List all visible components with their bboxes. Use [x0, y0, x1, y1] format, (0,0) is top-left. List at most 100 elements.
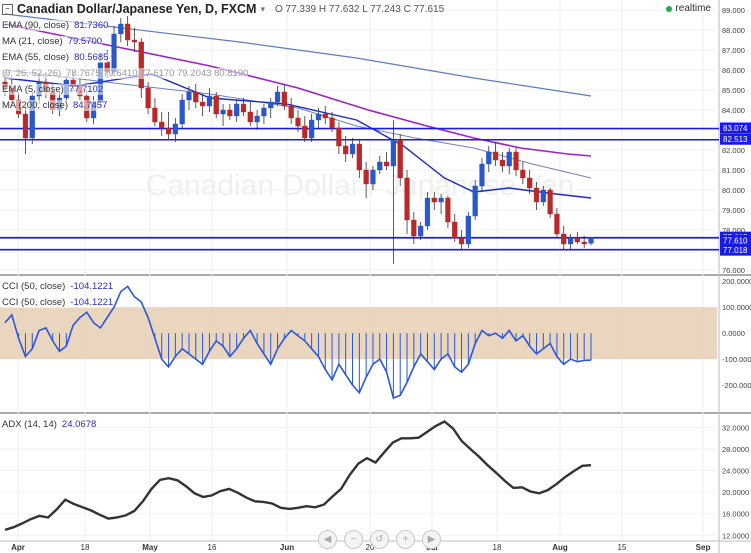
- cci-line: [4, 285, 592, 400]
- chevron-right-icon[interactable]: ▶: [422, 530, 441, 549]
- legend-cci2[interactable]: CCI (50, close) -104.1221: [2, 297, 114, 308]
- candle-body: [268, 101, 274, 109]
- candle-body: [377, 161, 383, 171]
- legend-cci-value: -104.1221: [70, 281, 114, 292]
- candle-body: [424, 197, 431, 227]
- candle-body: [309, 119, 315, 139]
- candle-body: [29, 95, 35, 139]
- candle-body: [520, 169, 526, 179]
- chart-header: − Canadian Dollar/Japanese Yen, D, FXCM …: [2, 1, 444, 17]
- candle-body: [499, 159, 506, 167]
- legend-ema90[interactable]: EMA (90, close) 81.7360: [2, 20, 109, 31]
- price-level-value: 77.018: [723, 246, 748, 255]
- time-tick-label: 18: [493, 543, 502, 552]
- candle-body: [554, 213, 560, 235]
- candle-body: [349, 143, 356, 155]
- candle-body: [533, 187, 540, 203]
- cci-tick-label: 0.0000: [722, 329, 745, 338]
- legend-adx[interactable]: ADX (14, 14) 24.0678: [2, 419, 97, 430]
- candle-body: [22, 113, 29, 139]
- adx-tick-label: 24.0000: [722, 467, 749, 476]
- candle-body: [315, 113, 322, 121]
- time-tick-label: May: [142, 543, 158, 552]
- candle-body: [363, 169, 369, 185]
- candle-body: [547, 189, 553, 215]
- candle-body: [356, 143, 362, 171]
- candle-body: [390, 139, 396, 167]
- time-tick-label: 15: [618, 543, 627, 552]
- candle-body: [506, 151, 512, 167]
- candle-body: [159, 121, 165, 129]
- candle-body: [179, 99, 185, 125]
- adx-tick-label: 28.0000: [722, 445, 749, 454]
- legend-cci2-value: -104.1221: [70, 297, 114, 308]
- candle-body: [240, 103, 247, 113]
- ema55-line: [4, 69, 592, 179]
- chevron-left-icon[interactable]: ◀: [318, 530, 337, 549]
- candle-body: [322, 113, 328, 119]
- candle-body: [227, 109, 233, 117]
- legend-adx-label: ADX (14, 14): [2, 419, 57, 430]
- chevron-down-icon[interactable]: ▾: [260, 3, 265, 14]
- price-level-tag: [720, 234, 751, 246]
- cci-tick-label: 200.0000: [722, 277, 751, 286]
- legend-ema90-label: EMA (90, close): [2, 20, 70, 31]
- candle-body: [295, 117, 301, 127]
- price-tick-label: 88.000: [722, 26, 745, 35]
- legend-ema-short[interactable]: EMA (5, close) 77.7102: [2, 84, 104, 95]
- candle-body: [200, 101, 206, 107]
- price-tick-label: 87.000: [722, 46, 745, 55]
- realtime-label: realtime: [675, 3, 711, 14]
- candle-body: [397, 139, 403, 179]
- cci-tick-label: -200.0000: [722, 381, 751, 390]
- candle-body: [493, 151, 499, 161]
- collapse-icon[interactable]: −: [2, 3, 13, 15]
- legend-ma21[interactable]: MA (21, close) 79.5700: [2, 36, 103, 47]
- candle-body: [588, 237, 594, 244]
- cci-tick-label: 100.0000: [722, 303, 751, 312]
- legend-ma21-label: MA (21, close): [2, 36, 63, 47]
- candle-body: [145, 87, 151, 109]
- price-tick-label: 78.000: [722, 226, 745, 235]
- legend-ichimoku-value: 78.7675 79.6410 77.6170 79.2043 80.8190: [66, 68, 249, 79]
- legend-ichimoku[interactable]: (9, 26, 52, 26) 78.7675 79.6410 77.6170 7…: [2, 68, 249, 79]
- legend-cci[interactable]: CCI (50, close) -104.1221: [2, 281, 114, 292]
- adx-line: [4, 420, 592, 532]
- price-tick-label: 82.000: [722, 146, 745, 155]
- candle-body: [574, 237, 580, 243]
- candle-body: [404, 177, 410, 221]
- zoom-out-icon[interactable]: −: [344, 530, 363, 549]
- legend-ma21-value: 79.5700: [67, 36, 103, 47]
- legend-ma200-value: 84.7457: [73, 100, 108, 111]
- symbol-title[interactable]: Canadian Dollar/Japanese Yen, D, FXCM: [17, 2, 257, 16]
- candle-body: [138, 41, 144, 89]
- candle-body: [125, 23, 131, 41]
- candle-body: [479, 163, 485, 187]
- reset-icon[interactable]: ↺: [370, 530, 389, 549]
- time-tick-label: Aug: [552, 543, 568, 552]
- ema90-line: [4, 23, 592, 157]
- candle-body: [281, 91, 287, 107]
- candle-body: [567, 237, 574, 245]
- candle-body: [329, 117, 335, 129]
- legend-cci2-label: CCI (50, close): [2, 297, 66, 308]
- candle-body: [343, 145, 349, 155]
- price-level-tag: [720, 122, 751, 134]
- price-tick-label: 79.000: [722, 206, 745, 215]
- candle-body: [431, 197, 437, 203]
- candle-body: [561, 233, 567, 245]
- watermark-text: Canadian Dollar / Japanese Yen: [146, 169, 575, 202]
- price-tick-label: 80.000: [722, 186, 745, 195]
- candle-body: [186, 91, 192, 101]
- legend-ema55-value: 80.5685: [74, 52, 109, 63]
- legend-ma200[interactable]: MA (200, close) 84.7457: [2, 100, 108, 111]
- legend-ema55[interactable]: EMA (55, close) 80.5685: [2, 52, 109, 63]
- candle-body: [152, 107, 158, 123]
- candle-body: [131, 39, 138, 43]
- time-tick-label: 20: [366, 543, 375, 552]
- price-tick-label: 76.000: [722, 266, 745, 275]
- time-tick-label: Apr: [11, 543, 25, 552]
- zoom-in-icon[interactable]: +: [396, 530, 415, 549]
- candle-body: [172, 123, 178, 135]
- realtime-status: realtime: [666, 3, 711, 14]
